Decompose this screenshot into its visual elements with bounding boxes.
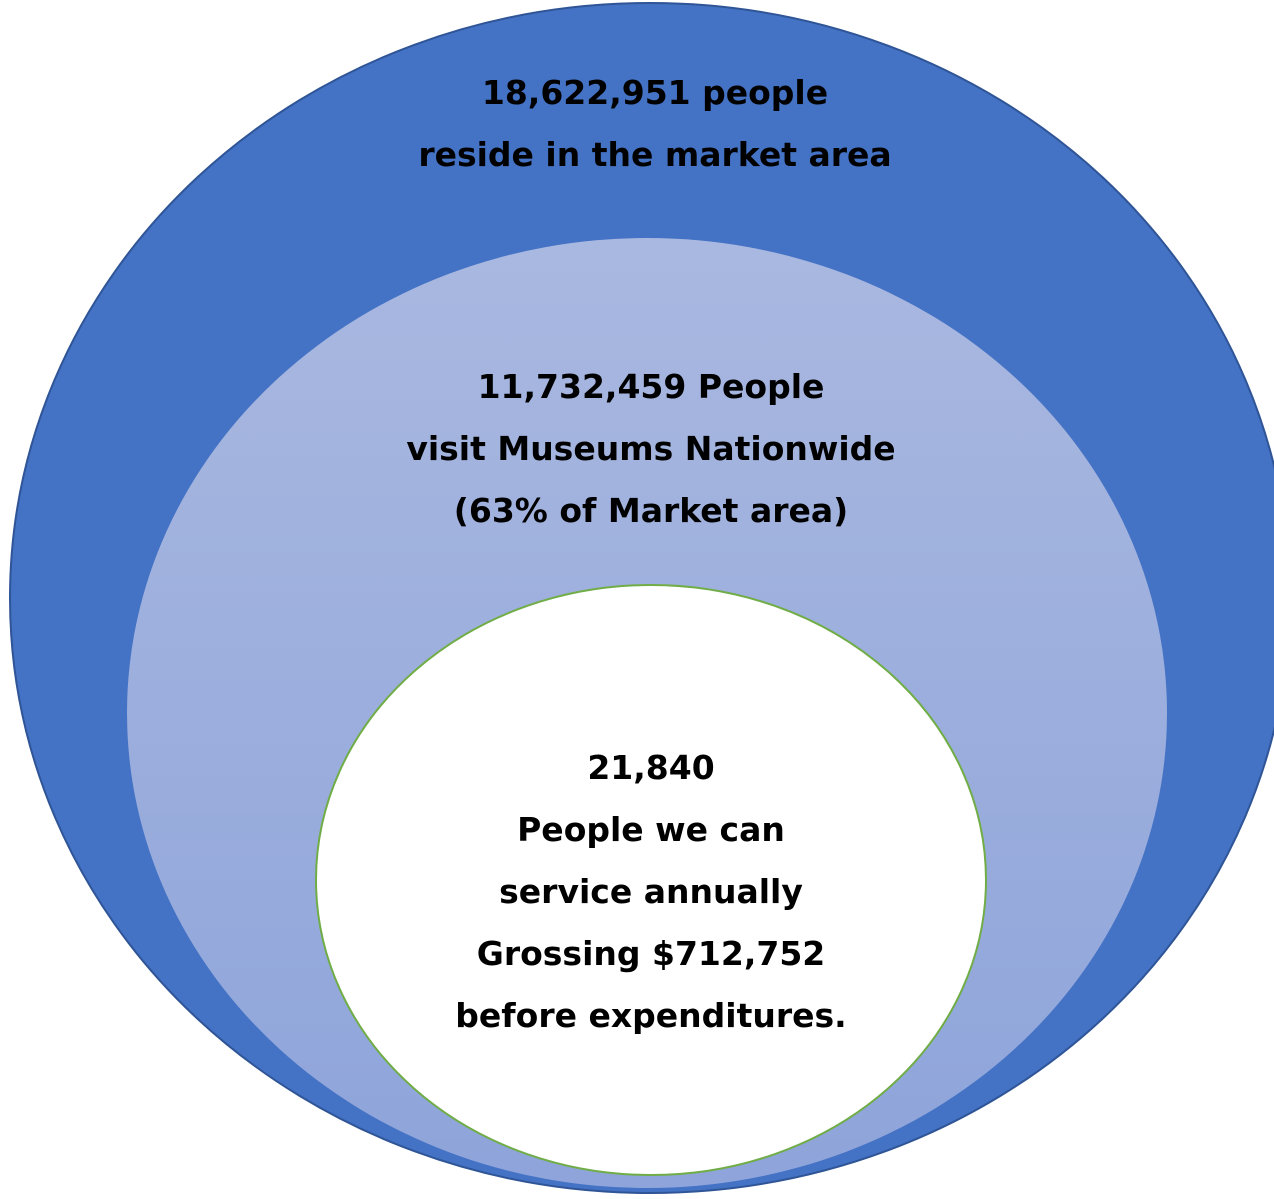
- inner-label-line: People we can: [517, 810, 785, 849]
- middle-label-line: (63% of Market area): [453, 491, 849, 530]
- outer-circle-label: 18,622,951 people reside in the market a…: [0, 62, 1274, 186]
- middle-circle-label: 11,732,459 People visit Museums Nationwi…: [0, 356, 1274, 542]
- inner-circle-serviceable: [315, 584, 987, 1176]
- inner-circle-label: 21,840 People we can service annually Gr…: [0, 737, 1274, 1047]
- middle-label-line: 11,732,459 People: [477, 367, 825, 406]
- inner-label-line: service annually: [499, 872, 803, 911]
- middle-label-line: visit Museums Nationwide: [406, 429, 896, 468]
- outer-label-line: 18,622,951 people: [481, 73, 829, 112]
- inner-label-line: Grossing $712,752: [476, 934, 826, 973]
- outer-label-line: reside in the market area: [418, 135, 892, 174]
- inner-label-line: before expenditures.: [455, 996, 847, 1035]
- inner-label-line: 21,840: [587, 748, 715, 787]
